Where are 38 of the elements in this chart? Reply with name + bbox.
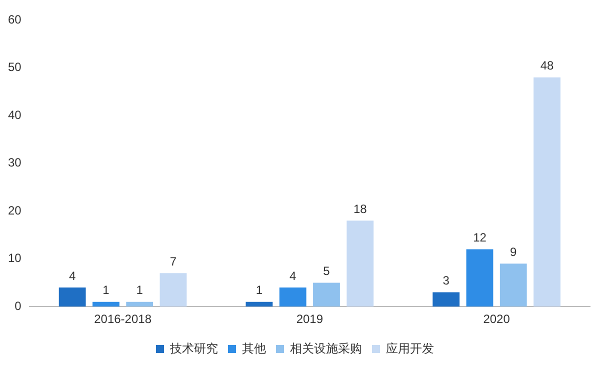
legend-label: 相关设施采购 [290,341,362,356]
y-tick-label: 0 [14,298,22,313]
bar [279,287,306,307]
data-label: 48 [540,58,554,73]
bar [466,249,494,307]
data-label: 4 [290,268,297,283]
data-label: 1 [256,283,263,298]
bar [58,287,86,307]
y-tick-label: 40 [8,108,22,122]
data-label: 12 [473,230,487,245]
bar [92,302,120,307]
data-label: 1 [102,283,110,298]
legend-label: 应用开发 [386,341,434,356]
bar [246,302,273,307]
y-tick-label: 60 [8,12,22,26]
y-tick-label: 20 [8,203,22,218]
data-label: 18 [353,202,368,216]
bar [346,220,374,307]
x-tick-label: 2019 [296,312,324,326]
legend-label: 技术研究 [169,341,218,356]
y-tick-label: 10 [8,251,22,266]
bar [534,77,560,307]
data-label: 1 [136,283,144,298]
y-tick-label: 50 [8,60,22,74]
y-tick-label: 30 [8,156,22,170]
bar [432,292,460,307]
data-label: 4 [68,268,76,283]
bar [500,264,527,307]
data-label: 3 [442,274,450,288]
bar [126,302,154,307]
data-label: 9 [510,244,518,259]
x-tick-label: 2020 [483,312,510,326]
legend-label: 其他 [242,341,266,356]
data-label: 5 [323,264,330,278]
bar [160,273,187,307]
x-tick-label: 2016-2018 [94,312,152,326]
data-label: 7 [170,254,177,268]
bar [313,282,340,307]
